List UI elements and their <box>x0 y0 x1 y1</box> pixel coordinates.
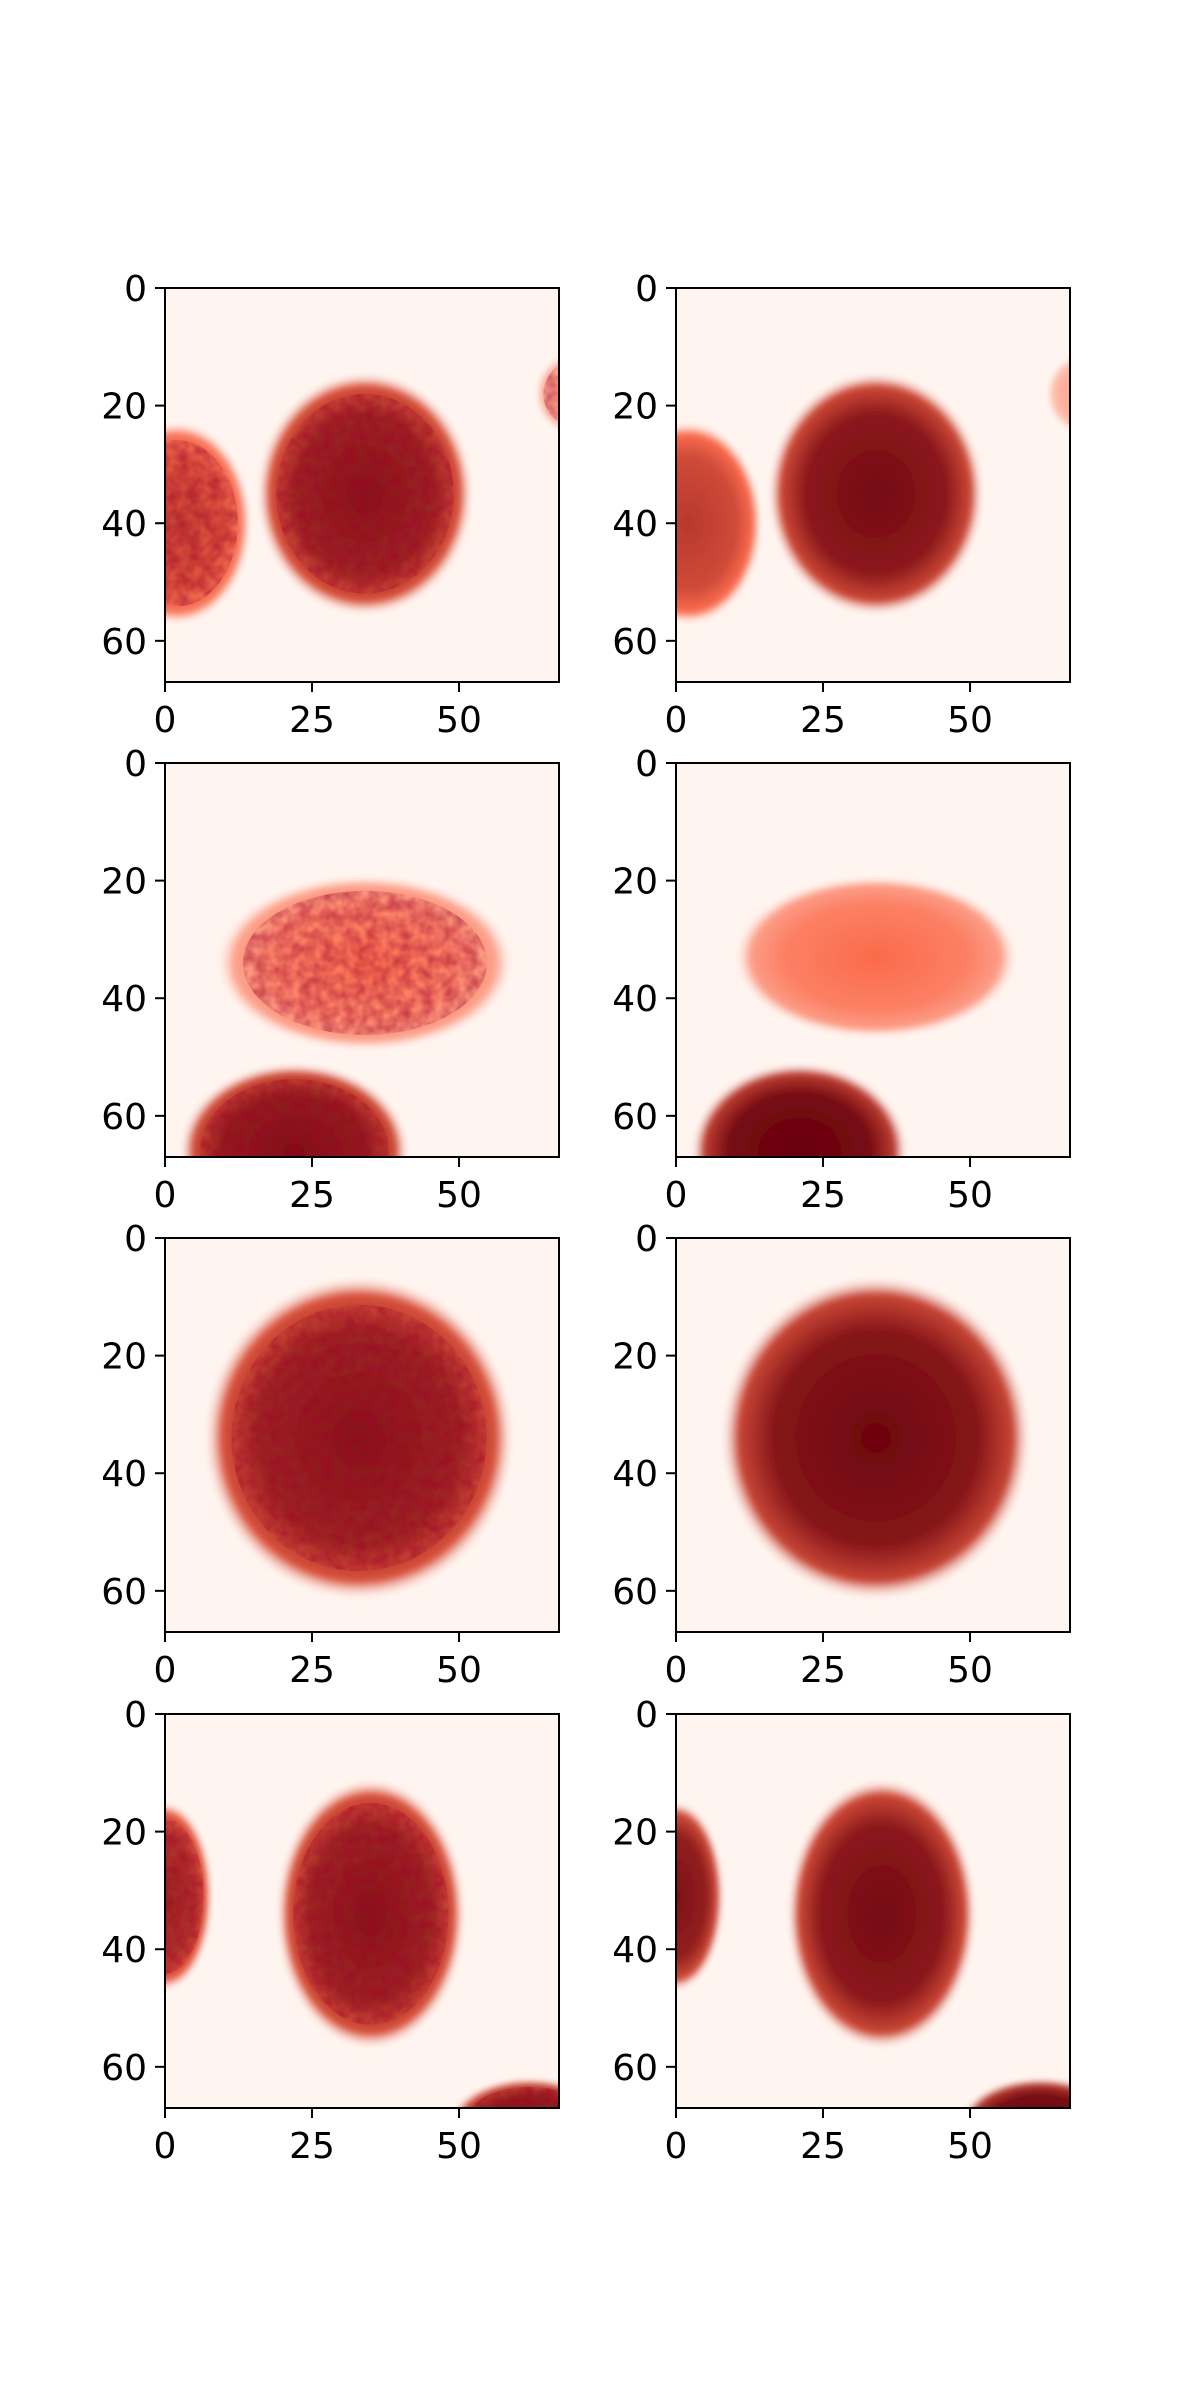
y-tick-label: 40 <box>101 504 147 545</box>
y-tick-label: 20 <box>101 1337 147 1378</box>
y-tick-label: 60 <box>101 1572 147 1613</box>
y-tick-label: 60 <box>101 1097 147 1138</box>
x-tick-label: 25 <box>289 700 335 741</box>
cell-nucleus-texture-3 <box>470 2086 559 2108</box>
y-tick-label: 20 <box>101 1813 147 1854</box>
y-tick-label: 40 <box>612 1454 658 1495</box>
cell-nucleus-blob-2 <box>691 1063 908 1157</box>
x-tick-label: 25 <box>800 1175 846 1216</box>
x-tick-label: 0 <box>665 700 688 741</box>
x-tick-label: 25 <box>289 2126 335 2167</box>
y-tick-label: 20 <box>612 862 658 903</box>
y-tick-label: 0 <box>635 744 658 785</box>
axes-frame <box>164 287 560 683</box>
axes-frame <box>164 1237 560 1633</box>
x-tick-label: 50 <box>947 700 993 741</box>
x-tick-label: 50 <box>947 2126 993 2167</box>
cell-nucleus-texture-2 <box>165 1818 204 1974</box>
cell-nucleus-blob-3 <box>965 2078 1070 2108</box>
y-tick-label: 40 <box>101 1454 147 1495</box>
cell-nucleus-texture-2 <box>200 1079 389 1157</box>
x-tick-label: 0 <box>154 700 177 741</box>
x-tick-label: 25 <box>800 2126 846 2167</box>
heatmap-panel-4: 0 25 50 0 20 40 60 <box>612 744 1071 1216</box>
cell-nucleus-texture-1 <box>242 890 487 1036</box>
cell-nucleus-blob-1 <box>787 1778 977 2050</box>
y-tick-label: 20 <box>612 1813 658 1854</box>
y-tick-label: 0 <box>635 1219 658 1260</box>
y-tick-label: 60 <box>612 1097 658 1138</box>
cell-nucleus-blob-2 <box>676 421 763 625</box>
axes-frame <box>675 1713 1071 2109</box>
cell-nucleus-texture-1 <box>293 1803 449 2025</box>
cell-nucleus-blob-3 <box>1047 357 1070 431</box>
y-tick-label: 60 <box>612 622 658 663</box>
y-tick-label: 0 <box>635 1695 658 1736</box>
y-tick-label: 20 <box>101 862 147 903</box>
y-tick-label: 20 <box>612 1337 658 1378</box>
x-tick-label: 25 <box>800 1650 846 1691</box>
axes-frame <box>164 762 560 1158</box>
cell-nucleus-texture-1 <box>276 394 454 594</box>
x-tick-label: 0 <box>154 1175 177 1216</box>
cell-nucleus-blob-1 <box>733 875 1018 1039</box>
axes-frame <box>164 1713 560 2109</box>
cell-nucleus-texture-3 <box>543 365 559 423</box>
heatmap-panel-3: 0 25 50 0 20 40 60 <box>101 744 560 1216</box>
x-tick-label: 0 <box>665 2126 688 2167</box>
cell-nucleus-blob-1 <box>720 1275 1032 1601</box>
x-tick-label: 50 <box>947 1175 993 1216</box>
x-tick-label: 50 <box>436 1650 482 1691</box>
y-tick-label: 40 <box>612 504 658 545</box>
x-tick-label: 50 <box>436 1175 482 1216</box>
heatmap-panel-7: 0 25 50 0 20 40 60 <box>101 1695 560 2167</box>
y-tick-label: 20 <box>612 387 658 428</box>
x-tick-label: 25 <box>289 1175 335 1216</box>
y-tick-label: 40 <box>101 979 147 1020</box>
x-tick-label: 0 <box>665 1175 688 1216</box>
x-tick-label: 25 <box>289 1650 335 1691</box>
cell-nucleus-blob-1 <box>767 372 985 616</box>
y-tick-label: 40 <box>101 1930 147 1971</box>
heatmap-panel-6: 0 25 50 0 20 40 60 <box>612 1219 1071 1691</box>
x-tick-label: 50 <box>436 700 482 741</box>
x-tick-label: 0 <box>154 2126 177 2167</box>
y-tick-label: 40 <box>612 979 658 1020</box>
y-tick-label: 60 <box>101 622 147 663</box>
x-tick-label: 0 <box>154 1650 177 1691</box>
heatmap-panel-2: 0 25 50 0 20 40 60 <box>612 269 1071 741</box>
y-tick-label: 0 <box>635 269 658 310</box>
y-tick-label: 0 <box>124 1219 147 1260</box>
y-tick-label: 40 <box>612 1930 658 1971</box>
y-tick-label: 20 <box>101 387 147 428</box>
y-tick-label: 0 <box>124 269 147 310</box>
heatmap-panel-1: 0 25 50 0 20 40 60 <box>101 269 560 741</box>
cell-nucleus-texture-1 <box>231 1304 487 1572</box>
heatmap-panel-5: 0 25 50 0 20 40 60 <box>101 1219 560 1691</box>
y-tick-label: 60 <box>101 2048 147 2089</box>
y-tick-label: 0 <box>124 1695 147 1736</box>
y-tick-label: 60 <box>612 1572 658 1613</box>
axes-frame <box>675 1237 1071 1633</box>
x-tick-label: 50 <box>436 2126 482 2167</box>
y-tick-label: 0 <box>124 744 147 785</box>
cell-nucleus-texture-2 <box>165 440 238 607</box>
heatmap-panel-8: 0 25 50 0 20 40 60 <box>612 1695 1071 2167</box>
cell-nucleus-blob-2 <box>676 1801 724 1991</box>
y-tick-label: 60 <box>612 2048 658 2089</box>
x-tick-label: 50 <box>947 1650 993 1691</box>
axes-frame <box>675 762 1071 1158</box>
x-tick-label: 25 <box>800 700 846 741</box>
axes-frame <box>675 287 1071 683</box>
x-tick-label: 0 <box>665 1650 688 1691</box>
